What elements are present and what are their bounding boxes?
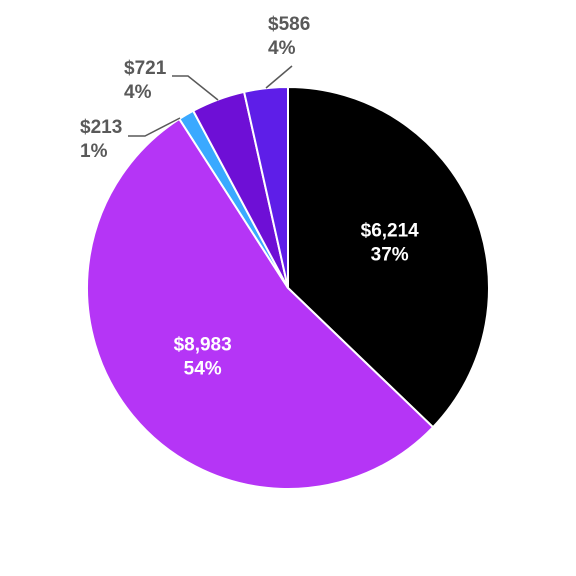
slice-percent-label-1: 54% xyxy=(184,358,222,379)
slice-percent-label-3: 4% xyxy=(124,82,152,103)
leader-line-2 xyxy=(128,117,181,137)
pie-slices xyxy=(86,85,490,490)
slice-label-4: $586 4% xyxy=(268,14,310,59)
slice-label-3: $721 4% xyxy=(124,58,167,103)
slice-percent-label-0: 37% xyxy=(371,245,409,266)
slice-percent-label-2: 1% xyxy=(80,141,108,162)
slice-label-0: $6,214 37% xyxy=(361,221,420,266)
slice-value-label-2: $213 xyxy=(80,117,122,138)
slice-value-label-3: $721 xyxy=(124,58,167,79)
slice-label-2: $213 1% xyxy=(80,117,122,162)
pie-slice-1 xyxy=(86,117,435,490)
slice-value-label-0: $6,214 xyxy=(361,221,420,242)
leader-line-4 xyxy=(265,65,293,89)
leader-line-3 xyxy=(172,75,219,101)
slice-labels: $6,214 37% $8,983 54% $213 1% $721 4% $586 4% xyxy=(80,14,419,379)
pie-slice-4 xyxy=(242,85,289,289)
leader-lines xyxy=(128,65,293,137)
slice-label-1: $8,983 54% xyxy=(174,334,232,379)
slice-value-label-4: $586 xyxy=(268,14,310,35)
slice-value-label-1: $8,983 xyxy=(174,334,232,355)
pie-slice-0 xyxy=(287,85,490,429)
slice-percent-label-4: 4% xyxy=(268,38,296,59)
